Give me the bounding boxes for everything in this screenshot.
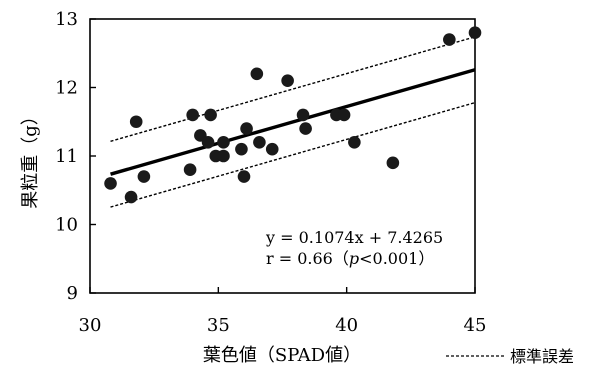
legend-label: 標準誤差 [510, 347, 574, 366]
data-point [186, 108, 199, 122]
x-tick-label: 30 [79, 315, 102, 336]
regression-equation: y = 0.1074x + 7.4265 [265, 228, 443, 247]
data-point [217, 136, 230, 149]
correlation-suffix: <0.001） [359, 249, 434, 268]
data-point [468, 26, 482, 39]
data-point [265, 142, 279, 156]
y-axis-label: 果粒重（g） [20, 107, 41, 209]
data-point [217, 149, 230, 163]
data-point [348, 136, 361, 149]
x-tick-label: 45 [464, 315, 487, 336]
data-point [253, 136, 266, 149]
y-tick-label: 11 [55, 146, 78, 167]
y-tick-label: 12 [55, 78, 78, 99]
regression-line-group [110, 68, 476, 176]
data-point [201, 136, 215, 149]
x-ticks: 30 35 40 45 [79, 287, 487, 336]
data-point [296, 108, 310, 122]
data-point [183, 163, 197, 176]
data-point [124, 190, 138, 204]
lower-error-line [110, 101, 476, 208]
correlation-prefix: r = 0.66（ [266, 249, 349, 268]
data-point [281, 74, 294, 87]
data-point [443, 33, 456, 46]
x-tick-label: 40 [335, 315, 358, 336]
p-symbol: p [349, 249, 359, 268]
y-ticks: 9 10 11 12 13 [55, 9, 96, 304]
upper-error-line [110, 36, 476, 142]
x-axis-label: 葉色値（SPAD値） [203, 345, 361, 366]
x-tick-label: 35 [207, 315, 230, 336]
data-point [129, 115, 143, 129]
data-point [299, 122, 312, 135]
regression-line [110, 68, 476, 176]
data-points [104, 26, 482, 204]
data-point [386, 156, 400, 170]
correlation-annotation: r = 0.66（p<0.001） [266, 249, 434, 268]
data-point [137, 170, 151, 183]
data-point [237, 170, 251, 183]
data-point [250, 67, 264, 81]
y-tick-label: 9 [67, 283, 78, 304]
data-point [204, 108, 217, 122]
data-point [235, 142, 248, 156]
y-tick-label: 13 [55, 9, 78, 30]
y-tick-label: 10 [55, 215, 78, 236]
error-band-lines [110, 36, 476, 208]
data-point [240, 122, 253, 135]
data-point [104, 177, 117, 190]
data-point [337, 108, 351, 122]
